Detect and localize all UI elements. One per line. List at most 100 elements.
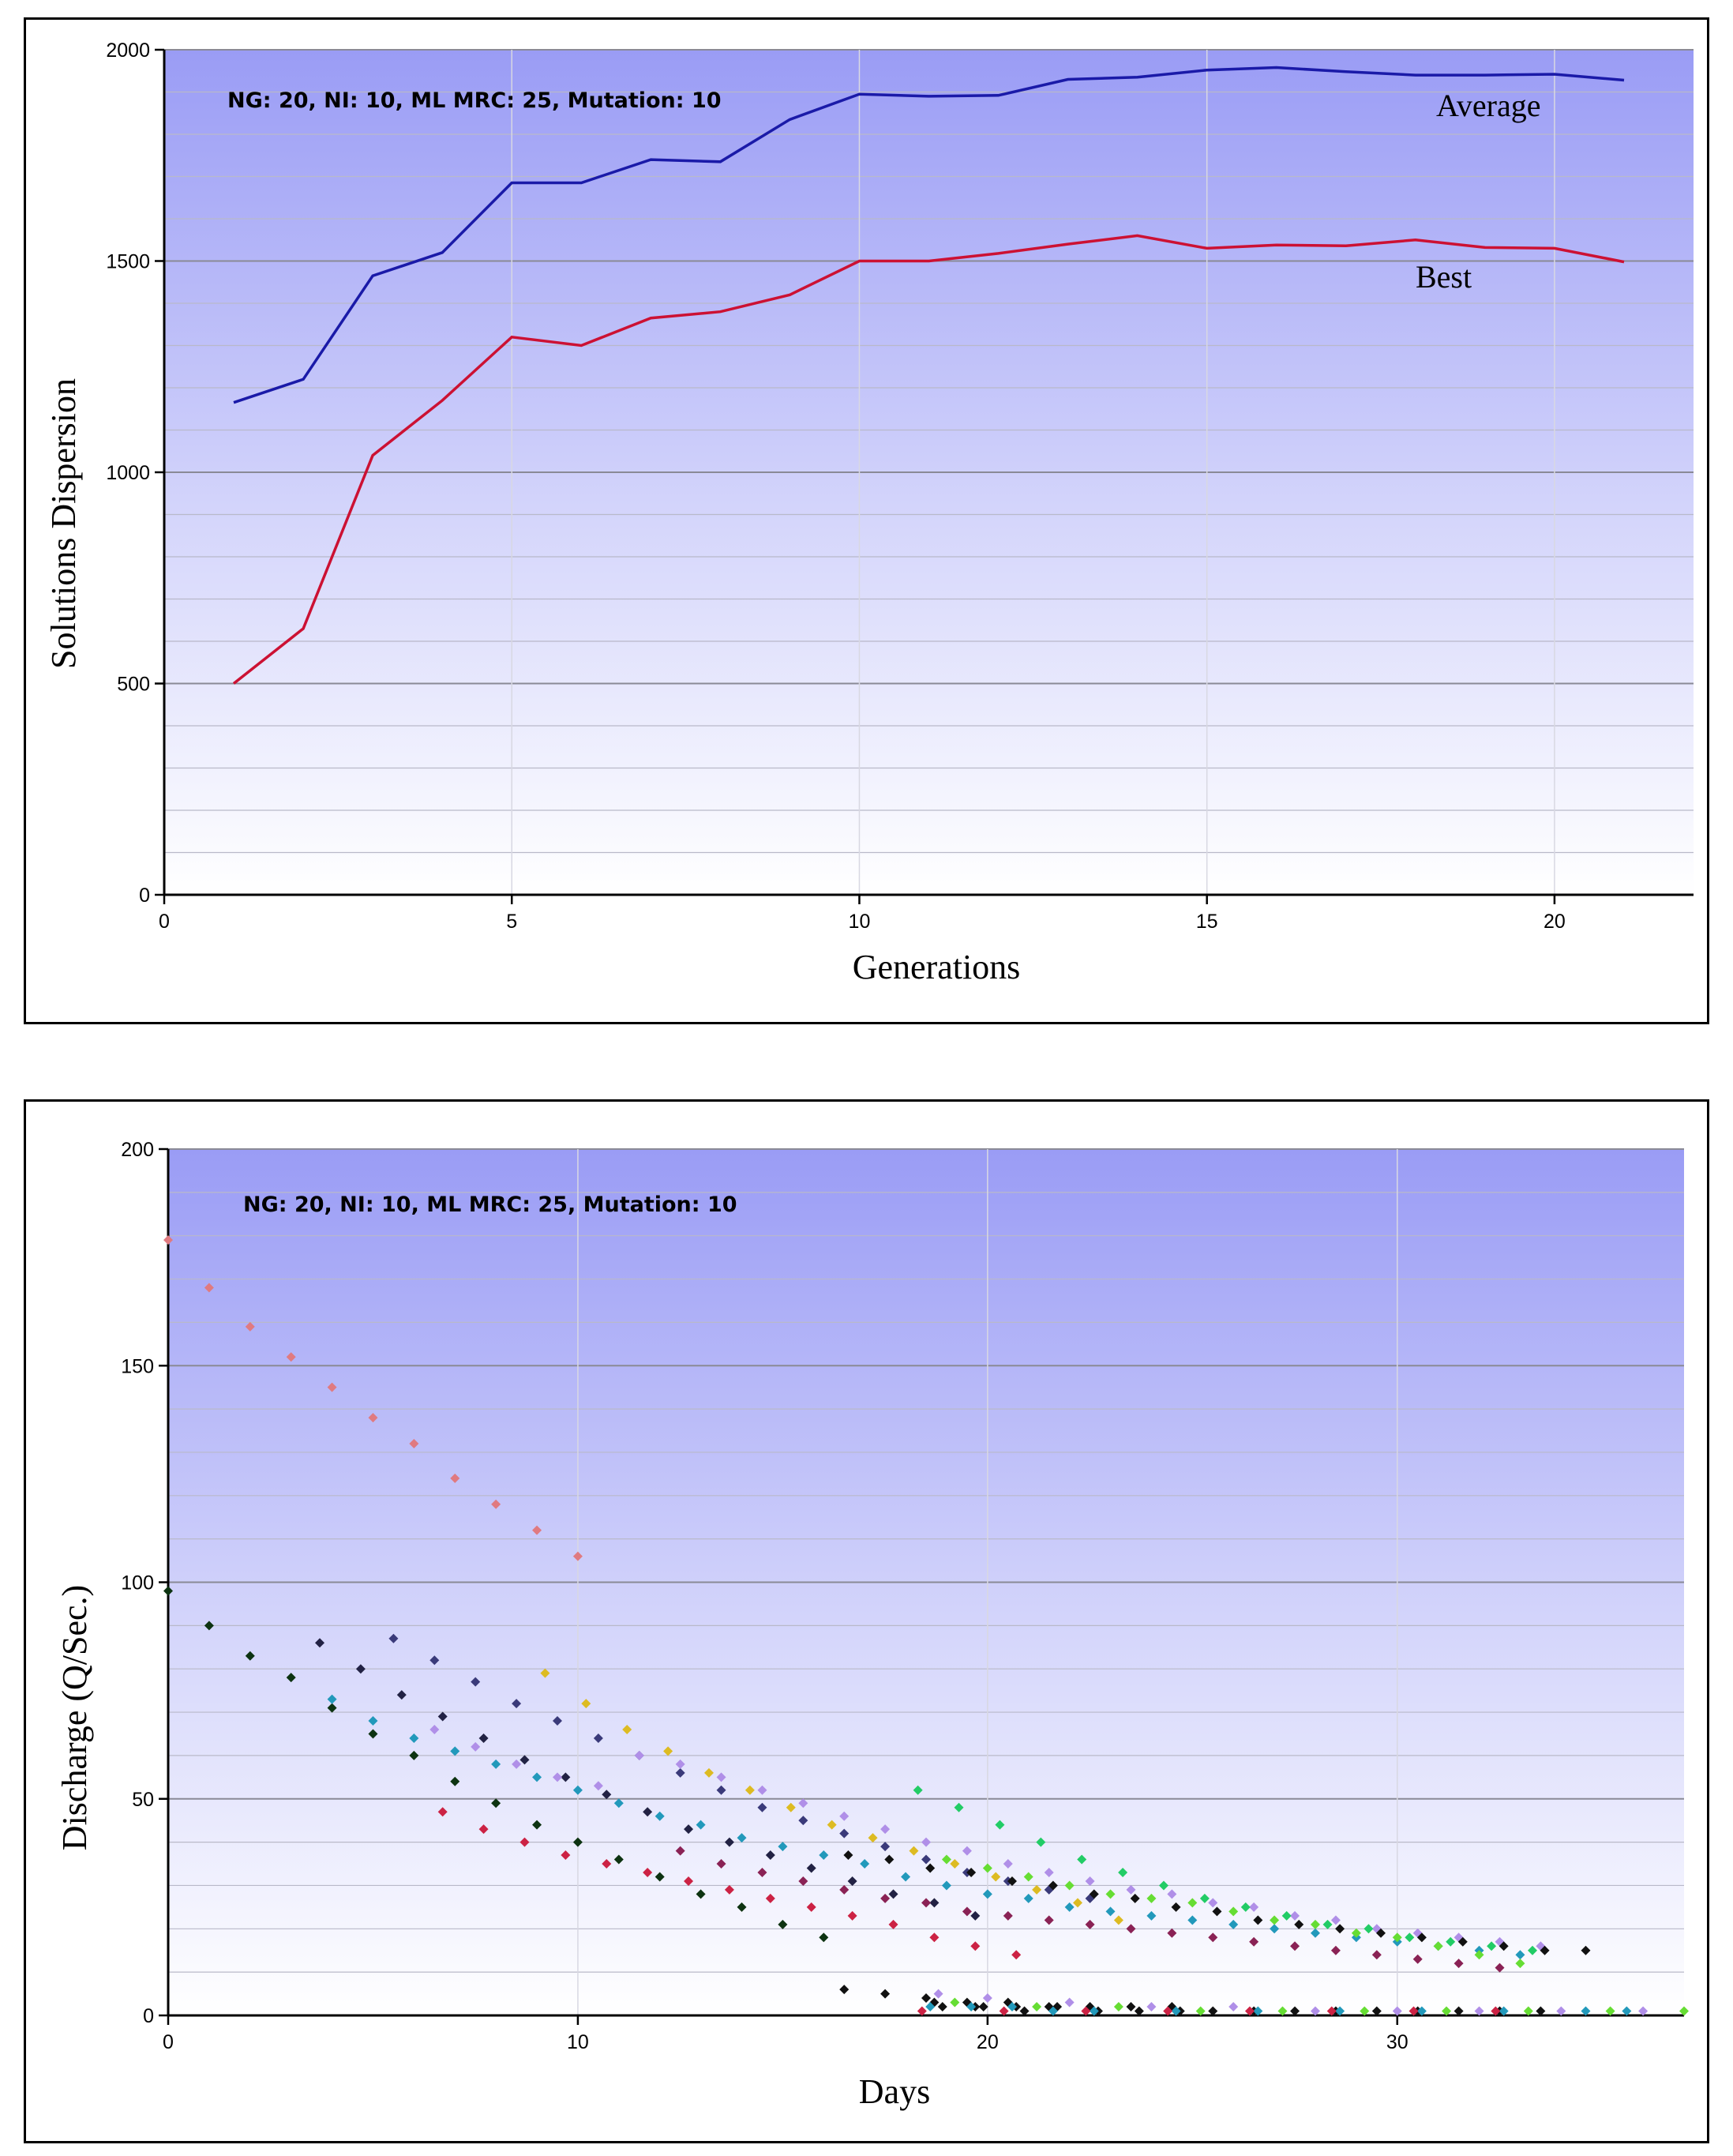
data-point <box>929 1933 940 1943</box>
data-point <box>593 1733 603 1743</box>
data-point <box>1310 1928 1320 1938</box>
x-tick-label: 10 <box>849 911 871 933</box>
data-point <box>532 1820 542 1830</box>
data-point <box>937 2002 947 2012</box>
data-point <box>765 1850 775 1861</box>
data-point <box>1228 1919 1239 1929</box>
data-point <box>1581 2006 1591 2016</box>
data-point <box>724 1884 734 1895</box>
data-point <box>860 1859 870 1869</box>
data-point <box>286 1352 296 1362</box>
data-point <box>1167 1928 1177 1938</box>
data-point <box>1360 2006 1370 2016</box>
data-point <box>1499 1941 1509 1951</box>
data-point <box>478 1824 489 1835</box>
data-point <box>675 1759 685 1769</box>
data-point <box>675 1846 685 1856</box>
data-point <box>245 1321 255 1332</box>
data-point <box>1409 2006 1419 2016</box>
data-point <box>716 1859 726 1869</box>
data-point <box>1007 2002 1017 2012</box>
data-point <box>1433 1941 1443 1951</box>
data-point <box>1515 1950 1525 1960</box>
data-point <box>950 1997 960 2008</box>
data-point <box>315 1638 324 1648</box>
data-point <box>1253 1915 1263 1925</box>
data-point <box>970 1941 981 1951</box>
data-point <box>1290 1941 1300 1951</box>
data-point <box>1487 1941 1497 1951</box>
data-point <box>962 1906 972 1917</box>
data-point <box>880 1893 891 1903</box>
data-point <box>1310 2006 1320 2016</box>
data-point <box>1019 2006 1030 2016</box>
scatter-points <box>163 1235 1689 2016</box>
y-axis-title: Solutions Dispersion <box>44 378 83 669</box>
data-point <box>1126 2002 1136 2012</box>
data-point <box>999 2006 1009 2016</box>
data-point <box>429 1655 440 1666</box>
data-point <box>1003 1859 1013 1869</box>
data-point <box>1073 1898 1082 1908</box>
x-tick-label: 0 <box>163 2031 174 2053</box>
data-point <box>327 1703 337 1713</box>
data-point <box>655 1811 665 1821</box>
data-point <box>798 1798 808 1809</box>
data-point <box>478 1733 489 1743</box>
data-point <box>847 1910 857 1921</box>
data-point <box>1270 1915 1280 1925</box>
data-point <box>839 1884 850 1895</box>
data-point <box>1330 1915 1341 1925</box>
data-point <box>450 1473 460 1483</box>
data-point <box>286 1673 296 1683</box>
y-tick-label: 50 <box>132 1789 154 1811</box>
data-point <box>1416 1933 1427 1943</box>
data-point <box>1605 2006 1615 2016</box>
data-point <box>409 1438 419 1448</box>
data-point <box>613 1798 624 1809</box>
data-point <box>1023 1872 1033 1882</box>
data-point <box>491 1499 501 1509</box>
data-point <box>819 1933 829 1943</box>
data-point <box>1064 1880 1075 1891</box>
data-point <box>1089 1889 1099 1899</box>
data-point <box>1638 2006 1649 2016</box>
data-point <box>368 1729 378 1739</box>
data-point <box>839 1985 850 1995</box>
data-point <box>1249 1902 1259 1912</box>
data-point <box>1281 1910 1292 1921</box>
data-point <box>798 1816 808 1826</box>
data-point <box>1454 1959 1464 1969</box>
data-point <box>880 1842 891 1852</box>
data-point <box>1187 1898 1198 1908</box>
data-point <box>1228 1906 1239 1917</box>
data-point <box>1491 2006 1501 2016</box>
data-point <box>552 1716 562 1726</box>
data-point <box>1208 2006 1218 2016</box>
data-point <box>1032 1884 1042 1895</box>
series-label-average: Average <box>1436 88 1541 123</box>
data-point <box>884 1854 895 1865</box>
data-point <box>1446 1936 1456 1947</box>
data-point <box>1364 1924 1374 1934</box>
data-point <box>1581 1945 1591 1955</box>
data-point <box>925 1863 936 1873</box>
data-point <box>1195 2006 1206 2016</box>
data-point <box>561 1772 571 1782</box>
data-point <box>1212 1906 1222 1917</box>
data-point <box>966 1867 977 1877</box>
series-label-best: Best <box>1416 259 1472 295</box>
x-tick-label: 30 <box>1386 2031 1409 2053</box>
y-tick-label: 100 <box>121 1572 154 1594</box>
data-point <box>1048 1880 1058 1891</box>
axes <box>155 48 1694 904</box>
data-point <box>532 1525 542 1535</box>
data-point <box>572 1837 583 1847</box>
data-point <box>1048 2006 1058 2016</box>
data-point <box>1032 2002 1042 2012</box>
data-point <box>778 1842 788 1852</box>
line-chart-solutions-dispersion: 0 500 1000 1500 2000 0 5 10 15 20 NG: 20, NI: 10,… <box>44 39 1694 986</box>
data-point <box>1249 1936 1259 1947</box>
data-point <box>1416 2006 1427 2016</box>
data-point <box>561 1850 571 1861</box>
